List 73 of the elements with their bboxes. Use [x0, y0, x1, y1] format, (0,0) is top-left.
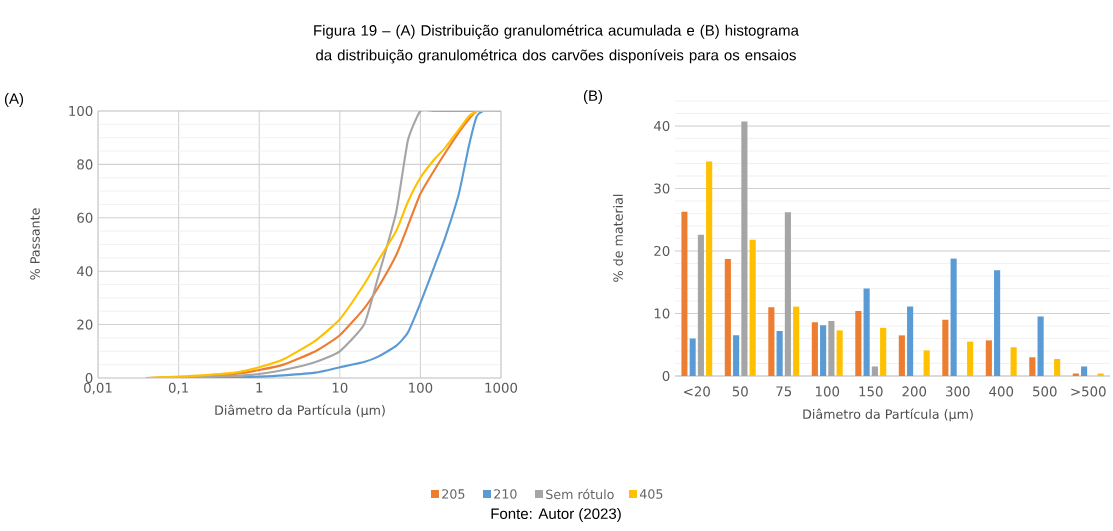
x-tick-label: <20 — [684, 386, 710, 397]
x-tick-label: 1000 — [485, 382, 518, 393]
bar — [967, 341, 974, 376]
bar — [793, 306, 800, 376]
bar — [706, 161, 713, 376]
y-tick-label: 60 — [77, 212, 93, 223]
bar — [898, 335, 905, 376]
x-axis-title: Diâmetro da Partícula (µm) — [803, 408, 973, 422]
y-axis-title: % de material — [613, 194, 623, 282]
bar — [811, 322, 818, 376]
x-tick-label: 0,1 — [168, 382, 188, 395]
text: (A) — [4, 93, 24, 107]
bar — [768, 307, 775, 376]
x-tick-label: 150 — [859, 386, 883, 397]
bar — [828, 320, 835, 376]
bar — [741, 121, 748, 376]
legend-label: Sem rótulo — [546, 488, 614, 500]
bar — [1029, 357, 1036, 376]
bar — [733, 335, 740, 376]
bar — [1081, 366, 1088, 376]
bar — [749, 239, 756, 376]
bar — [1037, 316, 1044, 376]
y-tick-label: 30 — [654, 183, 670, 194]
x-tick-label: 75 — [776, 386, 792, 397]
bar — [923, 350, 930, 376]
bar — [942, 319, 949, 376]
y-tick-label: 40 — [653, 120, 670, 132]
bar — [836, 330, 843, 376]
x-tick-label: >500 — [1071, 386, 1106, 397]
legend-label: 210 — [494, 489, 517, 499]
bar — [994, 270, 1001, 376]
y-axis-title: % Passante — [30, 208, 40, 280]
y-tick-label: 80 — [77, 159, 93, 170]
bar — [1072, 373, 1079, 376]
x-tick-label: 400 — [989, 386, 1014, 397]
y-tick-label: 0 — [85, 372, 93, 384]
bar — [697, 234, 704, 376]
bar — [1054, 359, 1061, 376]
bar — [1097, 373, 1104, 376]
x-tick-label: 200 — [902, 386, 927, 397]
x-tick-label: 50 — [732, 386, 748, 397]
x-tick-label: 100 — [409, 382, 433, 393]
source-note: Fonte: Autor (2023) — [491, 507, 621, 522]
legend-label: 205 — [442, 489, 465, 499]
bar — [985, 340, 992, 376]
bar — [689, 338, 696, 376]
bar — [724, 259, 731, 376]
y-tick-label: 100 — [69, 105, 93, 117]
bar — [907, 306, 914, 376]
y-tick-label: 20 — [654, 245, 670, 257]
bar — [950, 258, 957, 376]
text: Figura 19 – (A) Distribuição granulométrica acumulada e (B) histograma da distribuição granulométrica dos carvões disponíveis para os ensaios — [314, 24, 799, 64]
x-axis-title: Diâmetro da Partícula (µm) — [215, 404, 385, 418]
x-tick-label: 10 — [332, 382, 348, 393]
bar — [855, 310, 862, 376]
text: (B) — [583, 90, 603, 104]
x-tick-label: 500 — [1033, 386, 1057, 397]
y-tick-label: 10 — [654, 308, 670, 319]
x-tick-label: 300 — [946, 386, 970, 397]
bar — [820, 325, 827, 376]
bar — [880, 327, 887, 376]
bar — [1010, 347, 1017, 376]
x-tick-label: 100 — [815, 386, 840, 397]
y-tick-label: 40 — [76, 266, 93, 277]
bar — [863, 288, 870, 376]
legend-label: 405 — [639, 489, 663, 499]
x-tick-label: 1 — [256, 382, 263, 393]
bar — [871, 366, 878, 376]
bar — [784, 212, 791, 376]
x-tick-label: 0,01 — [84, 382, 112, 395]
y-tick-label: 20 — [77, 319, 93, 330]
y-tick-label: 0 — [662, 370, 670, 382]
bar — [776, 330, 783, 376]
